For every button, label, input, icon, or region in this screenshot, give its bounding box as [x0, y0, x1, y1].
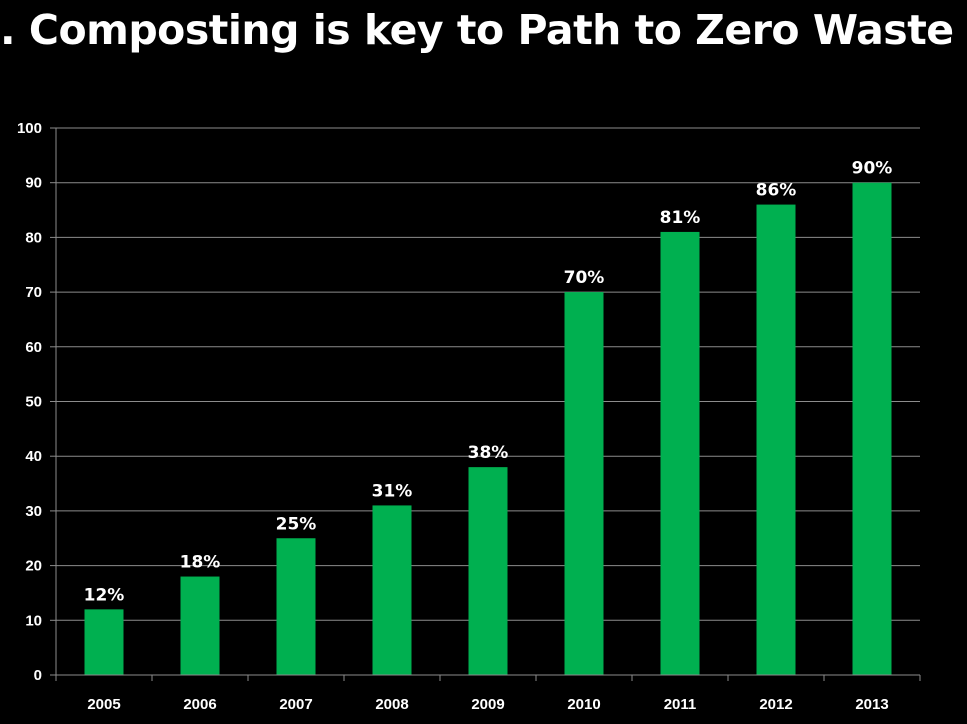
- labels: 0 10 20 30 40 50 60 70 80 90 100 12% 2005 18% 2006 25% 2…: [17, 120, 892, 713]
- y-tick-label: 0: [34, 667, 42, 684]
- bar: [180, 576, 220, 675]
- x-tick-label: 2007: [279, 696, 312, 713]
- x-tick-label: 2009: [471, 696, 504, 713]
- slide-title: . Composting is key to Path to Zero Wast…: [0, 6, 954, 54]
- data-label: 25%: [276, 514, 317, 534]
- data-label: 12%: [84, 585, 125, 605]
- x-tick-label: 2011: [664, 696, 697, 713]
- x-tick-label: 2012: [759, 696, 792, 713]
- y-tick-label: 100: [17, 120, 42, 137]
- x-tick-label: 2005: [87, 696, 120, 713]
- bar: [660, 231, 700, 675]
- bar: [372, 505, 412, 675]
- y-tick-label: 50: [25, 394, 42, 411]
- bar: [852, 182, 892, 675]
- data-label: 18%: [180, 553, 221, 573]
- bar: [276, 538, 316, 675]
- bar: [564, 292, 604, 675]
- y-tick-label: 30: [25, 503, 42, 520]
- x-tick-label: 2006: [183, 696, 216, 713]
- x-tick-label: 2008: [375, 696, 408, 713]
- data-label: 38%: [468, 443, 509, 463]
- y-tick-label: 80: [25, 229, 42, 246]
- data-label: 90%: [852, 159, 893, 179]
- data-label: 31%: [372, 481, 413, 501]
- y-tick-label: 60: [25, 339, 42, 356]
- bars: [84, 182, 892, 675]
- data-label: 81%: [660, 208, 701, 228]
- bar: [756, 204, 796, 675]
- y-tick-label: 90: [25, 175, 42, 192]
- data-label: 70%: [564, 268, 605, 288]
- data-label: 86%: [756, 181, 797, 201]
- y-tick-label: 40: [25, 448, 42, 465]
- y-tick-label: 70: [25, 284, 42, 301]
- axes: [50, 127, 921, 681]
- y-tick-label: 20: [25, 558, 42, 575]
- x-tick-label: 2013: [855, 696, 888, 713]
- bar: [468, 467, 508, 675]
- x-tick-label: 2010: [567, 696, 600, 713]
- bar: [84, 609, 124, 675]
- y-tick-label: 10: [25, 612, 42, 629]
